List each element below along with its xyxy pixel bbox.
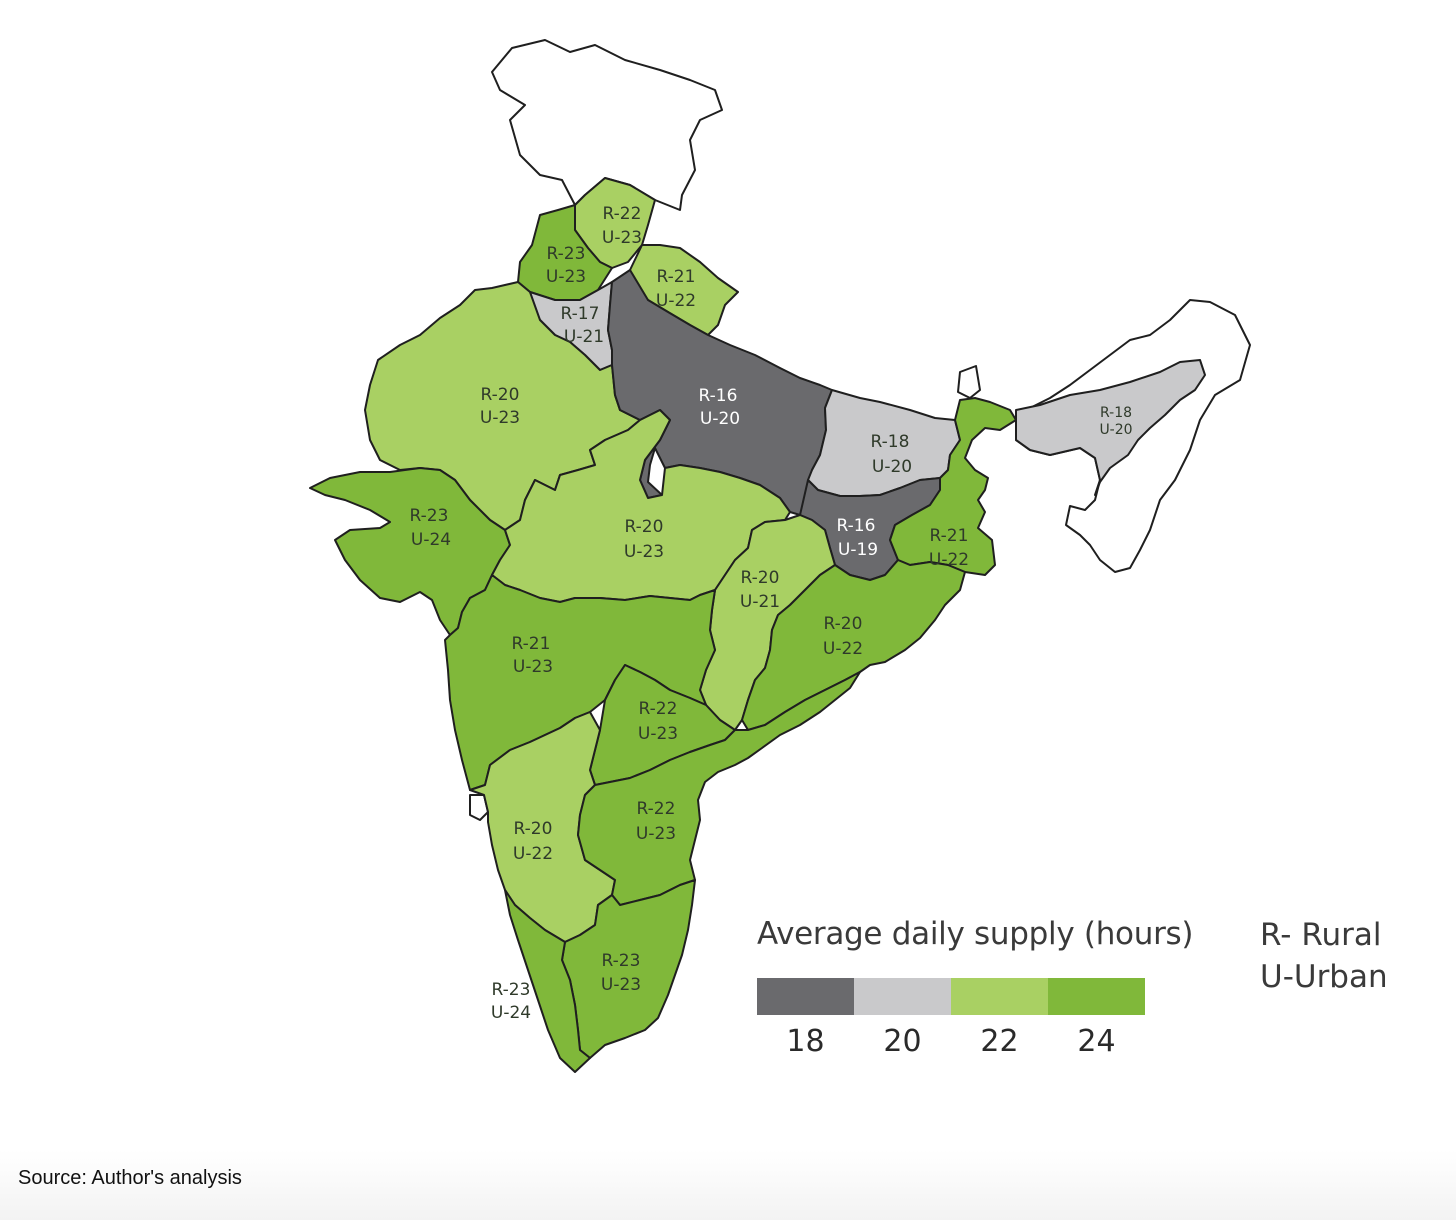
label-maharashtra-urban: U-23 xyxy=(513,657,553,677)
label-andhra-pradesh-urban: U-23 xyxy=(636,824,676,844)
legend-color-scale xyxy=(757,978,1145,1015)
label-rajasthan-rural: R-20 xyxy=(481,385,520,405)
label-uttarakhand-urban: U-22 xyxy=(656,291,696,311)
label-bihar-urban: U-20 xyxy=(872,457,912,477)
footer: Source: Author's analysis xyxy=(0,1150,1456,1220)
label-madhya-pradesh-rural: R-20 xyxy=(625,517,664,537)
legend-tick-label: 24 xyxy=(1077,1024,1116,1059)
label-assam-urban: U-20 xyxy=(1099,422,1132,438)
state-jammu-kashmir xyxy=(491,39,723,211)
state-assam xyxy=(1015,359,1206,496)
label-punjab-rural: R-23 xyxy=(547,244,586,264)
label-uttarakhand-rural: R-21 xyxy=(657,267,696,287)
label-odisha-urban: U-22 xyxy=(823,639,863,659)
state-andhra-pradesh xyxy=(577,671,861,906)
label-uttar-pradesh-urban: U-20 xyxy=(700,409,740,429)
state-kerala xyxy=(504,889,591,1073)
label-rajasthan-urban: U-23 xyxy=(480,408,520,428)
label-haryana-rural: R-17 xyxy=(561,304,600,324)
legend-swatch-22 xyxy=(951,978,1048,1015)
region-labels: R-22 U-23 R-23 U-23 R-21 U-22 R-17 U-21 … xyxy=(410,204,1133,1023)
state-west-bengal xyxy=(889,397,1017,576)
label-telangana-rural: R-22 xyxy=(639,699,678,719)
label-kerala-urban: U-24 xyxy=(491,1003,531,1023)
label-karnataka-urban: U-22 xyxy=(513,844,553,864)
label-odisha-rural: R-20 xyxy=(824,614,863,634)
legend-key: R- Rural U-Urban xyxy=(1260,914,1388,998)
label-himachal-urban: U-23 xyxy=(602,228,642,248)
label-punjab-urban: U-23 xyxy=(546,267,586,287)
legend-key-urban: U-Urban xyxy=(1260,959,1388,995)
source-note: Source: Author's analysis xyxy=(18,1167,242,1189)
legend-key-rural: R- Rural xyxy=(1260,917,1382,953)
legend-swatch-20 xyxy=(854,978,951,1015)
label-madhya-pradesh-urban: U-23 xyxy=(624,542,664,562)
label-jharkhand-rural: R-16 xyxy=(837,516,876,536)
legend-tick-label: 18 xyxy=(786,1024,825,1059)
label-tamil-nadu-urban: U-23 xyxy=(601,975,641,995)
label-maharashtra-rural: R-21 xyxy=(512,634,551,654)
label-west-bengal-rural: R-21 xyxy=(930,526,969,546)
label-telangana-urban: U-23 xyxy=(638,724,678,744)
label-karnataka-rural: R-20 xyxy=(514,819,553,839)
label-assam-rural: R-18 xyxy=(1100,405,1132,421)
state-sikkim xyxy=(957,365,981,399)
label-west-bengal-urban: U-22 xyxy=(929,550,969,570)
label-gujarat-urban: U-24 xyxy=(411,530,451,550)
label-uttar-pradesh-rural: R-16 xyxy=(699,386,738,406)
label-haryana-urban: U-21 xyxy=(564,327,604,347)
legend-title: Average daily supply (hours) xyxy=(757,916,1194,952)
india-map: R-22 U-23 R-23 U-23 R-21 U-22 R-17 U-21 … xyxy=(309,39,1251,1073)
label-bihar-rural: R-18 xyxy=(871,432,910,452)
label-gujarat-rural: R-23 xyxy=(410,506,449,526)
legend-tick-label: 20 xyxy=(883,1024,922,1059)
legend-swatch-24 xyxy=(1048,978,1145,1015)
label-kerala-rural: R-23 xyxy=(492,980,531,1000)
legend-swatch-18 xyxy=(757,978,854,1015)
label-himachal-rural: R-22 xyxy=(603,204,642,224)
label-tamil-nadu-rural: R-23 xyxy=(602,951,641,971)
label-jharkhand-urban: U-19 xyxy=(838,540,878,560)
label-chhattisgarh-rural: R-20 xyxy=(741,568,780,588)
label-chhattisgarh-urban: U-21 xyxy=(740,592,780,612)
legend-ticks: 18 20 22 24 xyxy=(757,1024,1147,1064)
legend-tick-label: 22 xyxy=(980,1024,1019,1059)
label-andhra-pradesh-rural: R-22 xyxy=(637,799,676,819)
